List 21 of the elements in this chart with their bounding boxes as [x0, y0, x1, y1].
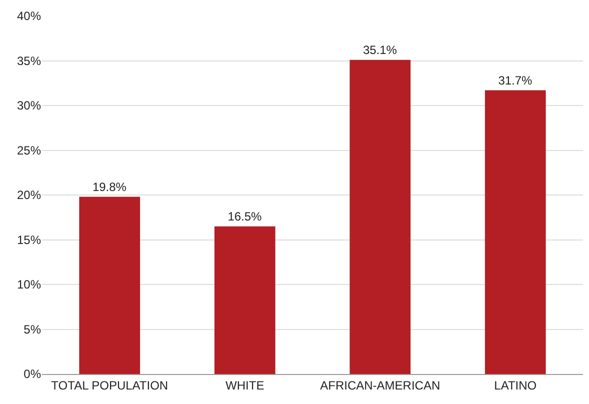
y-tick-label: 0%	[24, 367, 42, 382]
y-tick-label: 20%	[16, 188, 42, 202]
y-tick-label: 5%	[24, 322, 42, 336]
bar	[79, 196, 140, 374]
x-tick-label: WHITE	[226, 378, 264, 392]
bar	[350, 60, 411, 374]
x-tick-label: TOTAL POPULATION	[51, 378, 168, 392]
x-tick-label: AFRICAN-AMERICAN	[320, 378, 440, 392]
y-tick-label: 30%	[16, 98, 42, 113]
data-label: 35.1%	[362, 42, 398, 57]
bar	[214, 226, 276, 374]
y-tick-label: 35%	[16, 54, 42, 68]
x-tick-label: LATINO	[494, 378, 537, 392]
y-tick-label: 40%	[16, 9, 42, 24]
data-label: 19.8%	[92, 180, 127, 194]
y-tick-label: 25%	[16, 143, 42, 158]
y-tick-label: 15%	[16, 232, 42, 247]
data-label: 16.5%	[228, 209, 262, 224]
y-tick-label: 10%	[16, 278, 42, 292]
data-label: 31.7%	[498, 73, 533, 88]
bar	[484, 90, 546, 374]
